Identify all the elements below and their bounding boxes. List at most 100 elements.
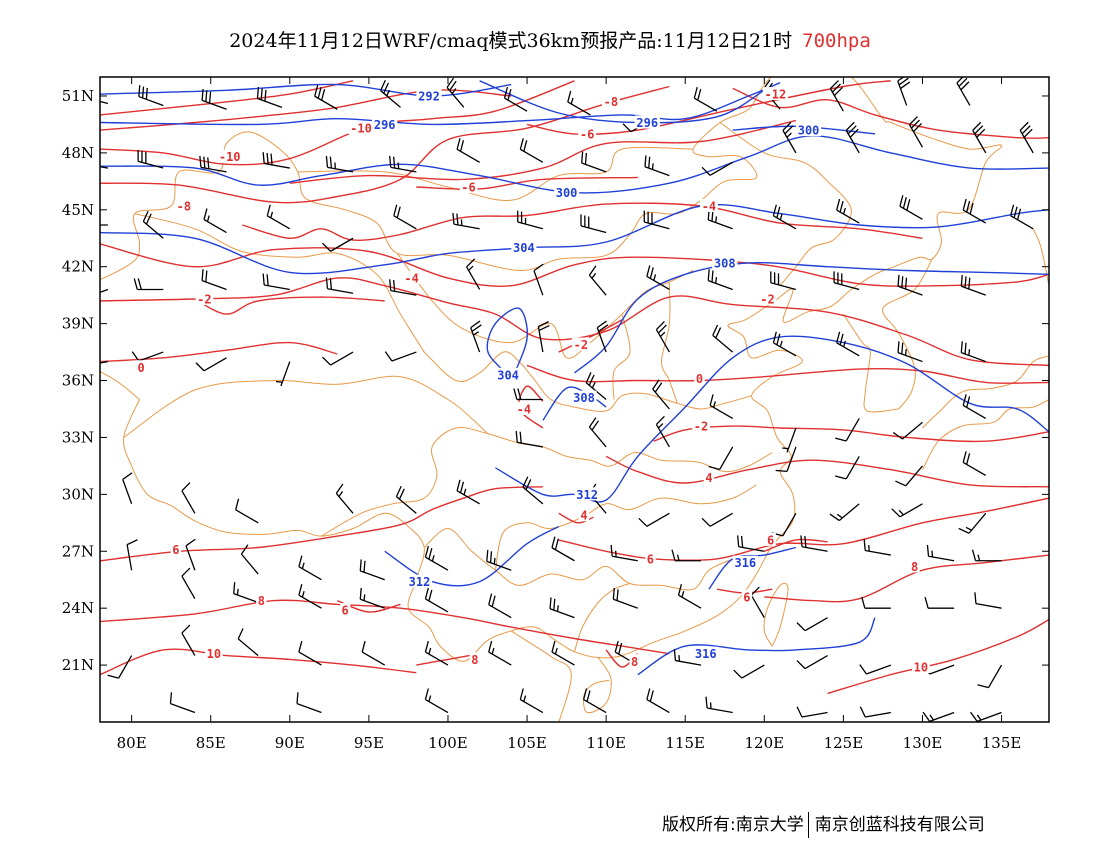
wind-barb <box>962 451 987 476</box>
wind-barb <box>424 688 449 714</box>
temperature-contour-label: -4 <box>702 200 716 214</box>
wind-barb <box>100 360 109 364</box>
temperature-contour-label-bg <box>694 371 705 385</box>
height-contour-line <box>384 525 560 587</box>
chart-title: 2024年11月12日WRF/cmaq模式36km预报产品:11月12日21时 7… <box>0 26 1100 53</box>
temperature-contour-label: 8 <box>911 560 918 574</box>
wind-barb <box>677 583 702 609</box>
height-contour-layer <box>100 80 1049 676</box>
wind-barb <box>488 593 512 619</box>
wind-barb <box>655 321 670 353</box>
wind-barb <box>775 446 797 473</box>
wind-barb <box>519 688 544 714</box>
wind-barb <box>195 357 227 372</box>
height-contour-label: 316 <box>695 647 717 661</box>
wind-barb <box>233 582 259 604</box>
temperature-contour-line <box>827 618 1049 695</box>
height-contour-label: 304 <box>513 241 535 255</box>
temperature-contour-label: -2 <box>574 338 588 352</box>
wind-barb <box>169 692 196 714</box>
wind-barb <box>673 649 702 666</box>
wind-barb <box>262 152 290 169</box>
company-text: 南京创蓝科技有限公司 <box>814 815 985 835</box>
wind-barb <box>693 86 718 112</box>
wind-barb <box>712 324 734 353</box>
wind-barb <box>424 640 449 666</box>
wind-barb <box>181 624 196 656</box>
wind-barb <box>199 155 227 173</box>
y-tick-label: 42N <box>62 258 94 276</box>
wind-barb <box>582 688 607 714</box>
wind-barb <box>956 77 971 106</box>
wind-barb <box>962 394 987 420</box>
temperature-contour-label-bg <box>911 659 930 673</box>
height-contour-label-bg <box>712 255 738 269</box>
wind-barb <box>122 472 133 505</box>
y-tick-label: 51N <box>62 87 94 105</box>
height-contour-label-bg <box>693 646 719 660</box>
wind-barb <box>772 204 797 230</box>
wind-barb <box>314 85 338 110</box>
wind-barb <box>298 555 322 581</box>
wind-barb <box>701 161 733 176</box>
wind-barb <box>908 116 924 148</box>
wind-barb <box>897 341 923 363</box>
x-tick-label: 80E <box>117 734 147 752</box>
temperature-contour-label-bg <box>765 532 776 546</box>
contour-label-layer: -12 -10 -10 -8 -8 -6 -6 -4 -4 -2 -2 -2 -2 0 0 -4 4 4 6 6 8 8 8… <box>135 87 930 674</box>
temperature-contour-label: -2 <box>760 292 774 306</box>
wind-barb <box>638 512 670 527</box>
height-contour-label: 304 <box>497 368 519 382</box>
wind-barb <box>100 224 108 226</box>
wind-barb <box>924 597 955 609</box>
x-tick-label: 100E <box>428 734 468 752</box>
wind-barb <box>770 271 797 291</box>
temperature-contour-line <box>100 599 670 655</box>
wind-barb <box>380 80 401 108</box>
wind-barb <box>829 80 844 112</box>
height-contour-line <box>708 546 797 590</box>
wind-barb <box>596 320 609 353</box>
temperature-contour-line <box>100 486 543 562</box>
temperature-contour-label-bg <box>195 291 214 305</box>
temperature-contour-label-bg <box>758 291 777 305</box>
height-contour-label: 312 <box>576 488 598 502</box>
temperature-contour-label: -10 <box>350 122 372 136</box>
wind-barb <box>836 198 860 224</box>
temperature-contour-label: -12 <box>765 88 787 102</box>
wind-barb <box>707 269 733 291</box>
copyright-footer: 版权所有:南京大学 南京创蓝科技有限公司 <box>662 810 985 838</box>
wind-barb <box>107 655 133 679</box>
wind-barb <box>100 166 109 169</box>
wind-barb <box>705 696 733 714</box>
wind-barb <box>321 351 354 366</box>
wind-barb <box>737 535 765 552</box>
temperature-contour-label: 10 <box>207 647 221 661</box>
temperature-contour-label-bg <box>459 180 478 194</box>
wind-barb <box>796 617 828 632</box>
wind-barb <box>452 212 480 230</box>
height-contour-label-bg <box>574 487 600 501</box>
wind-barb <box>296 692 322 714</box>
height-contour-label-bg <box>732 555 758 569</box>
wind-barb <box>899 195 923 220</box>
wind-barb <box>533 263 544 296</box>
temperature-contour-label: -6 <box>461 181 475 195</box>
x-tick-label: 125E <box>824 734 864 752</box>
height-contour-line <box>542 386 607 421</box>
wind-barb <box>581 151 607 173</box>
boundary-line <box>321 426 773 537</box>
y-tick-label: 45N <box>62 201 94 219</box>
axis-layer: 80E 85E 90E 95E 100E 105E 110E 115E 120E 125E 130E… <box>62 77 1049 752</box>
wind-barb <box>359 559 385 581</box>
wind-barb <box>971 549 1002 562</box>
temperature-contour-label-bg <box>170 542 182 556</box>
y-tick-label: 30N <box>62 485 94 503</box>
temperature-contour-label-bg <box>469 652 481 666</box>
x-tick-label: 120E <box>745 734 785 752</box>
temperature-contour-label-bg <box>762 87 788 101</box>
wind-barb <box>237 628 259 657</box>
x-tick-label: 110E <box>586 734 626 752</box>
wind-barb <box>201 269 227 291</box>
